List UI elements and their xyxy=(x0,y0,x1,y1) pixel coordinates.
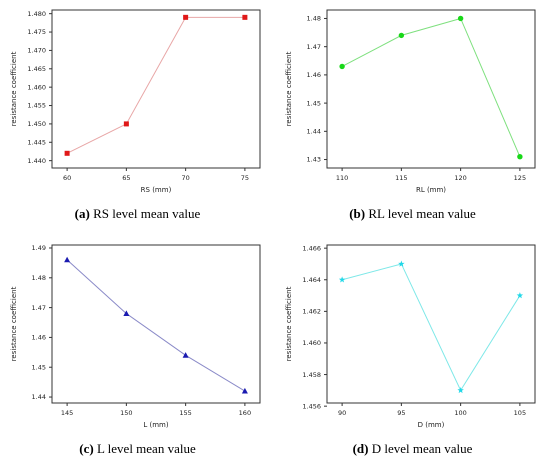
chart-d-caption-text: D level mean value xyxy=(368,441,473,456)
chart-b-x-tick-label: 110 xyxy=(336,174,348,182)
chart-c-x-tick-label: 150 xyxy=(120,409,132,417)
chart-a-y-tick-label: 1.455 xyxy=(27,102,46,110)
chart-c-data-point xyxy=(64,256,71,263)
chart-c-x-tick-label: 155 xyxy=(179,409,191,417)
chart-d-series-line xyxy=(341,263,521,392)
chart-c-caption-text: L level mean value xyxy=(93,441,196,456)
chart-a-data-point xyxy=(242,14,248,20)
chart-b-x-tick-label: 115 xyxy=(395,174,407,182)
chart-a-series-line xyxy=(66,16,245,154)
chart-b-data-point xyxy=(398,32,405,39)
chart-b-svg: 1.43 1.44 1.45 1.46 1.47 1.48 110 115 120 125 RL (… xyxy=(285,9,536,194)
chart-a-data-point xyxy=(183,14,189,20)
chart-c-y-axis-title: resistance coefficient xyxy=(10,286,18,361)
chart-a-caption-text: RS level mean value xyxy=(89,206,201,221)
chart-a-y-tick-label: 1.465 xyxy=(27,65,46,73)
chart-a-plot-frame xyxy=(51,9,261,169)
chart-c-x-tick-label: 160 xyxy=(239,409,251,417)
chart-b-y-axis-title: resistance coefficient xyxy=(285,51,293,126)
chart-a-y-tick-label: 1.475 xyxy=(27,28,46,36)
chart-b-y-tick-label: 1.45 xyxy=(307,99,321,107)
chart-c-y-tick-label: 1.44 xyxy=(32,393,46,401)
chart-a-data-point xyxy=(123,121,129,127)
chart-b-series-line xyxy=(341,17,521,157)
chart-c-y-tick-label: 1.48 xyxy=(32,274,46,282)
chart-b-caption: (b) RL level mean value xyxy=(275,206,550,222)
chart-a-caption-letter: (a) xyxy=(74,206,90,221)
chart-b-plot-frame xyxy=(326,9,536,169)
chart-panel-d: 1.456 1.458 1.460 1.462 1.464 1.466 90 95 100 105… xyxy=(275,235,550,469)
chart-b-caption-letter: (b) xyxy=(349,206,366,221)
chart-c-y-tick-label: 1.45 xyxy=(32,363,46,371)
chart-b-y-tick-label: 1.47 xyxy=(307,43,321,51)
chart-a-y-tick-label: 1.480 xyxy=(27,10,46,18)
chart-a-caption: (a) RS level mean value xyxy=(0,206,275,222)
chart-a-svg: 1.440 1.445 1.450 1.455 1.460 1.465 1.470 1.475… xyxy=(10,9,261,194)
chart-c-y-tick-label: 1.47 xyxy=(32,304,46,312)
chart-c-y-tick-label: 1.46 xyxy=(32,334,46,342)
chart-b-x-tick-label: 120 xyxy=(454,174,466,182)
chart-d-data-point xyxy=(338,276,346,283)
chart-d-y-tick-label: 1.464 xyxy=(302,276,321,284)
chart-d-y-tick-label: 1.460 xyxy=(302,339,321,347)
chart-d-y-axis-title: resistance coefficient xyxy=(285,286,293,361)
chart-d-caption-letter: (d) xyxy=(352,441,369,456)
chart-a-y-tick-label: 1.470 xyxy=(27,47,46,55)
chart-c-caption: (c) L level mean value xyxy=(0,441,275,457)
chart-a-y-tick-label: 1.445 xyxy=(27,138,46,146)
chart-a-y-tick-label: 1.450 xyxy=(27,120,46,128)
chart-c-svg: 1.44 1.45 1.46 1.47 1.48 1.49 145 150 155 160 L (m… xyxy=(10,244,261,429)
chart-c-plot-frame xyxy=(51,244,261,404)
chart-c-y-tick-label: 1.49 xyxy=(32,244,46,252)
chart-b-y-tick-label: 1.48 xyxy=(307,15,321,23)
chart-c-data-point xyxy=(123,310,130,316)
chart-b-y-tick-label: 1.44 xyxy=(307,128,321,136)
chart-c-series-line xyxy=(66,259,246,392)
chart-a-x-tick-label: 65 xyxy=(122,174,130,182)
chart-d-y-tick-label: 1.466 xyxy=(302,244,321,252)
chart-c-caption-letter: (c) xyxy=(79,441,94,456)
chart-d-x-tick-label: 100 xyxy=(454,409,466,417)
chart-panel-a: 1.440 1.445 1.450 1.455 1.460 1.465 1.470 1.475… xyxy=(0,0,275,234)
chart-b-data-point xyxy=(517,154,523,160)
chart-d-plot-frame xyxy=(326,244,536,404)
chart-b-x-tick-label: 125 xyxy=(514,174,526,182)
chart-d-data-point xyxy=(457,386,464,394)
chart-d-data-point xyxy=(398,260,405,267)
chart-a-y-tick-label: 1.440 xyxy=(27,157,46,165)
chart-a-x-tick-label: 70 xyxy=(181,174,189,182)
chart-a-x-tick-label: 75 xyxy=(241,174,249,182)
chart-panel-b: 1.43 1.44 1.45 1.46 1.47 1.48 110 115 120 125 RL (… xyxy=(275,0,550,234)
chart-b-caption-text: RL level mean value xyxy=(365,206,476,221)
chart-d-x-tick-label: 105 xyxy=(514,409,526,417)
chart-b-y-tick-label: 1.43 xyxy=(307,156,321,164)
chart-b-x-axis-title: RL (mm) xyxy=(416,186,446,194)
chart-c-x-tick-label: 145 xyxy=(61,409,73,417)
chart-d-y-tick-label: 1.462 xyxy=(302,308,321,316)
chart-d-y-tick-label: 1.456 xyxy=(302,402,321,410)
chart-a-y-tick-label: 1.460 xyxy=(27,83,46,91)
chart-d-data-point xyxy=(516,292,524,299)
chart-d-x-axis-title: D (mm) xyxy=(418,421,445,429)
chart-a-data-point xyxy=(64,150,70,156)
chart-panel-c: 1.44 1.45 1.46 1.47 1.48 1.49 145 150 155 160 L (m… xyxy=(0,235,275,469)
chart-d-x-tick-label: 90 xyxy=(338,409,346,417)
chart-a-x-axis-title: RS (mm) xyxy=(141,186,172,194)
chart-c-x-axis-title: L (mm) xyxy=(143,421,168,429)
chart-a-x-tick-label: 60 xyxy=(63,174,71,182)
chart-d-x-tick-label: 95 xyxy=(397,409,405,417)
chart-d-caption: (d) D level mean value xyxy=(275,441,550,457)
chart-b-y-tick-label: 1.46 xyxy=(307,71,321,79)
chart-c-data-point xyxy=(241,387,248,394)
chart-a-y-axis-title: resistance coefficient xyxy=(10,51,18,126)
chart-b-data-point xyxy=(339,63,345,70)
chart-c-data-point xyxy=(182,352,189,358)
chart-d-y-tick-label: 1.458 xyxy=(302,371,321,379)
chart-d-svg: 1.456 1.458 1.460 1.462 1.464 1.466 90 95 100 105… xyxy=(285,244,536,429)
chart-b-data-point xyxy=(457,15,464,22)
